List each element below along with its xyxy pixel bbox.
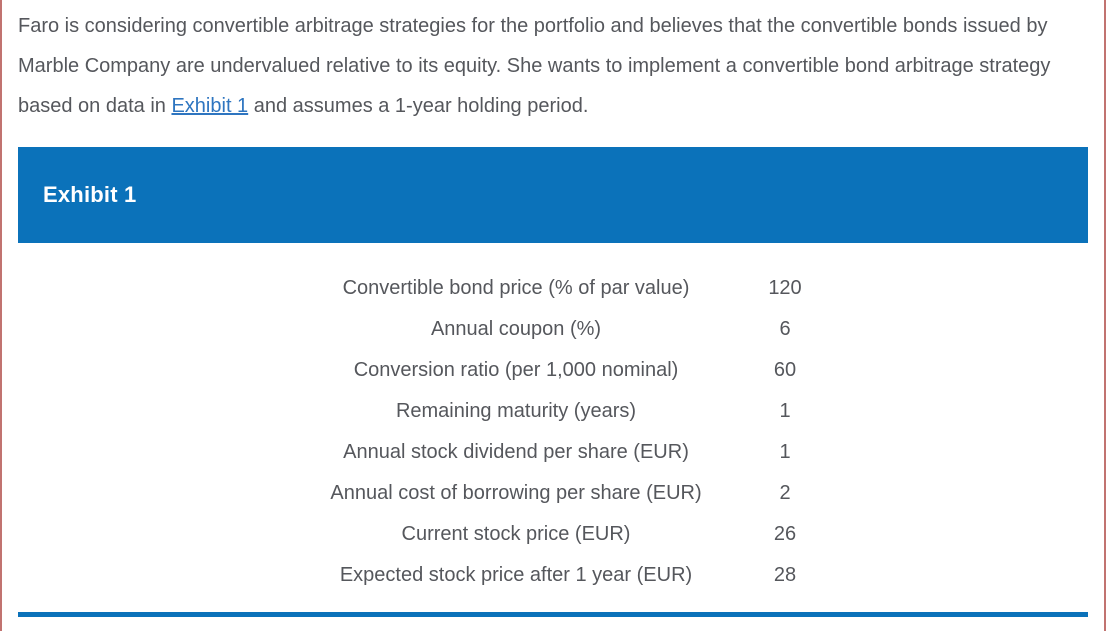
row-value: 2 bbox=[779, 482, 791, 504]
row-value: 1 bbox=[779, 400, 791, 422]
row-value: 26 bbox=[773, 523, 797, 545]
table-row: Annual coupon (%) 6 bbox=[270, 309, 808, 350]
vignette-text-after-link: and assumes a 1-year holding period. bbox=[248, 95, 589, 117]
table-row: Remaining maturity (years) 1 bbox=[270, 391, 808, 432]
vignette-text-before-link: Faro is considering convertible arbitrag… bbox=[18, 15, 1051, 117]
exhibit-title: Exhibit 1 bbox=[43, 182, 137, 207]
row-label: Convertible bond price (% of par value) bbox=[342, 277, 690, 299]
row-label: Conversion ratio (per 1,000 nominal) bbox=[353, 359, 679, 381]
exhibit-1-link[interactable]: Exhibit 1 bbox=[171, 95, 249, 117]
table-row: Annual stock dividend per share (EUR) 1 bbox=[270, 432, 808, 473]
exhibit-table-container: Convertible bond price (% of par value) 1… bbox=[2, 268, 1104, 596]
row-label: Annual stock dividend per share (EUR) bbox=[343, 441, 689, 463]
table-row: Annual cost of borrowing per share (EUR)… bbox=[270, 473, 808, 514]
row-label: Remaining maturity (years) bbox=[395, 400, 637, 422]
row-value: 6 bbox=[779, 318, 791, 340]
row-label: Current stock price (EUR) bbox=[401, 523, 631, 545]
row-value: 1 bbox=[779, 441, 791, 463]
table-row: Convertible bond price (% of par value) 1… bbox=[270, 268, 808, 309]
row-value: 60 bbox=[773, 359, 797, 381]
exhibit-header-banner: Exhibit 1 bbox=[18, 147, 1088, 243]
row-label: Annual cost of borrowing per share (EUR) bbox=[330, 482, 702, 504]
section-divider-rule bbox=[18, 612, 1088, 617]
table-row: Current stock price (EUR) 26 bbox=[270, 514, 808, 555]
table-row: Conversion ratio (per 1,000 nominal) 60 bbox=[270, 350, 808, 391]
row-label: Expected stock price after 1 year (EUR) bbox=[339, 564, 693, 586]
row-value: 120 bbox=[768, 277, 802, 299]
exhibit-table-body: Convertible bond price (% of par value) 1… bbox=[270, 268, 808, 596]
table-row: Expected stock price after 1 year (EUR) 2… bbox=[270, 555, 808, 596]
row-label: Annual coupon (%) bbox=[430, 318, 602, 340]
exhibit-table: Convertible bond price (% of par value) 1… bbox=[270, 268, 808, 596]
row-value: 28 bbox=[773, 564, 797, 586]
vignette-paragraph: Faro is considering convertible arbitrag… bbox=[2, 0, 1104, 126]
